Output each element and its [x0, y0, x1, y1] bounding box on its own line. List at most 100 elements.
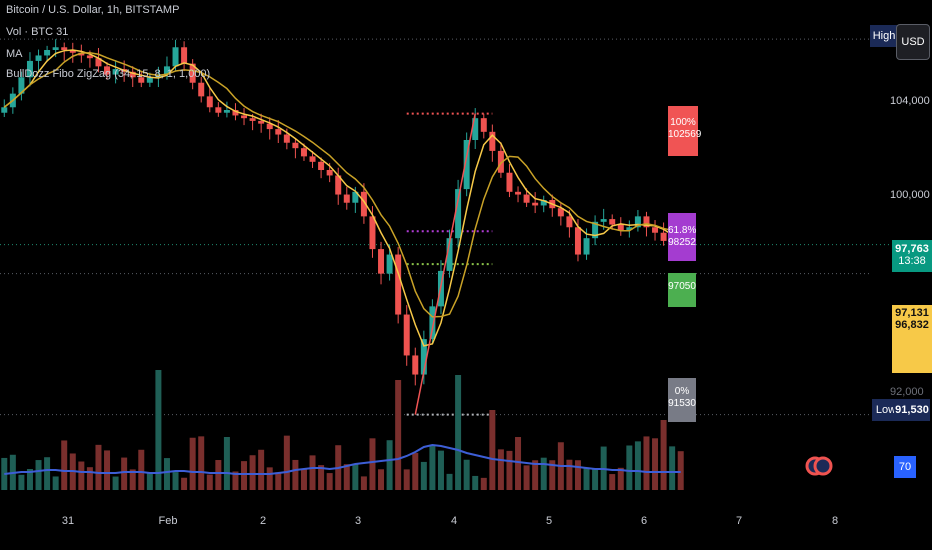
- candle-body: [232, 110, 239, 116]
- volume-bar: [472, 475, 479, 490]
- volume-bar: [515, 437, 522, 490]
- volume-bar: [112, 476, 119, 490]
- volume-bar: [163, 458, 170, 490]
- candle-body: [181, 47, 188, 64]
- volume-bar: [292, 459, 299, 490]
- volume-bar: [155, 370, 162, 490]
- volume-bar: [249, 455, 256, 490]
- volume-bar: [181, 477, 188, 490]
- legend-indicator: BullDozz Fibo ZigZag (34, 15, 8, 1, 1,00…: [6, 68, 211, 80]
- current-price-badge: 97,763 13:38: [892, 240, 932, 272]
- volume-bar: [463, 459, 470, 490]
- candle-body: [172, 47, 179, 67]
- volume-bar: [617, 467, 624, 490]
- volume-bar: [429, 445, 436, 490]
- x-label-31: 31: [61, 515, 75, 527]
- volume-bar: [480, 477, 487, 490]
- candle-body: [472, 118, 479, 140]
- x-label-feb: Feb: [158, 515, 178, 527]
- candle-body: [138, 77, 145, 83]
- volume-bar: [386, 440, 393, 490]
- legend-volume: Vol · BTC 31: [6, 26, 68, 38]
- volume-bar: [369, 438, 376, 490]
- candle-body: [497, 150, 504, 173]
- candle-body: [515, 191, 522, 195]
- candle-body: [129, 71, 136, 78]
- volume-bar: [540, 457, 547, 490]
- candle-body: [335, 175, 342, 195]
- legend-volume-label: Vol · BTC: [6, 26, 54, 38]
- currency-button[interactable]: USD: [896, 24, 930, 60]
- volume-bar: [549, 460, 556, 490]
- volume-bar: [506, 450, 513, 490]
- candle-body: [52, 47, 59, 50]
- candle-body: [600, 219, 607, 222]
- price-tick-92000: 92,000: [890, 386, 924, 398]
- volume-bar: [574, 460, 581, 490]
- candle-body: [652, 227, 659, 233]
- candle-body: [386, 254, 393, 274]
- candle-body: [104, 66, 111, 75]
- volume-bar: [215, 460, 222, 490]
- candle-body: [574, 227, 581, 255]
- candle-body: [557, 208, 564, 217]
- volume-bar: [446, 473, 453, 490]
- volume-bar: [583, 468, 590, 490]
- volume-bar: [95, 444, 102, 490]
- volume-bar: [129, 469, 136, 490]
- x-label-6: 6: [640, 515, 648, 527]
- volume-bar: [669, 446, 676, 490]
- candle-body: [283, 134, 290, 143]
- fib-tag-618-pct: 61.8%: [668, 225, 697, 236]
- candle-body: [163, 66, 170, 75]
- fib-tag-618-price: 98252: [668, 237, 696, 248]
- low-price: 91,530: [894, 399, 930, 421]
- legend-symbol: Bitcoin / U.S. Dollar, 1h, BITSTAMP: [6, 4, 180, 16]
- volume-bar: [300, 469, 307, 490]
- candle-body: [617, 224, 624, 230]
- candle-body: [643, 216, 650, 228]
- candle-body: [455, 189, 462, 239]
- volume-bar: [86, 467, 93, 490]
- volume-bar: [360, 476, 367, 490]
- candle-body: [583, 238, 590, 255]
- candle-body: [480, 118, 487, 132]
- volume-bar: [61, 440, 68, 490]
- volume-bar: [189, 437, 196, 490]
- volume-bar: [609, 474, 616, 490]
- price-tick-104000: 104,000: [890, 95, 930, 107]
- volume-bar: [172, 472, 179, 490]
- legend-ma: MA: [6, 48, 23, 60]
- x-label-7: 7: [735, 515, 743, 527]
- volume-bar: [455, 375, 462, 490]
- x-label-3: 3: [354, 515, 362, 527]
- candle-body: [369, 216, 376, 250]
- volume-bar: [523, 465, 530, 490]
- volume-bar: [275, 472, 282, 490]
- zigzag-leg: [414, 113, 476, 415]
- candle-body: [592, 221, 599, 239]
- candle-body: [292, 142, 299, 149]
- volume-bar: [318, 465, 325, 490]
- volume-bar: [437, 450, 444, 490]
- candle-body: [420, 339, 427, 375]
- volume-bar: [104, 450, 111, 490]
- volume-bar: [652, 438, 659, 490]
- volume-bar: [343, 464, 350, 490]
- candle-body: [352, 191, 359, 203]
- candle-body: [360, 191, 367, 217]
- volume-bar: [309, 455, 316, 490]
- volume-bar: [566, 459, 573, 490]
- candle-body: [626, 227, 633, 230]
- candle-body: [506, 172, 513, 192]
- candle-body: [249, 118, 256, 121]
- high-label: High: [870, 25, 898, 47]
- candle-body: [266, 123, 273, 130]
- candle-body: [489, 131, 496, 151]
- fib-tag-100: 100% 102569: [668, 106, 701, 156]
- volume-bar: [497, 449, 504, 490]
- volume-bar: [326, 473, 333, 490]
- volume-bar: [643, 436, 650, 490]
- ma-fast-line: [3, 49, 682, 347]
